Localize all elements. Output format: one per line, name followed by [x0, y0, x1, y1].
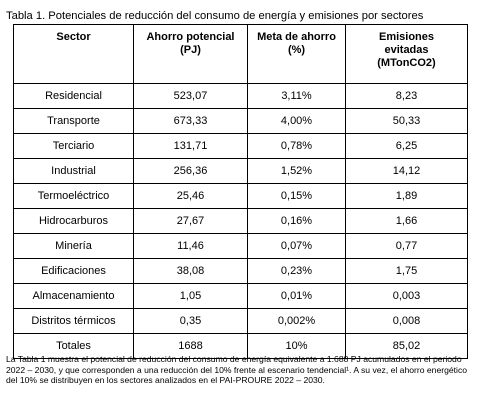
table-cell: 0,23% — [247, 258, 346, 284]
table-cell: 38,08 — [133, 258, 248, 284]
table-cell: 1688 — [133, 333, 248, 359]
header-row: Sector Ahorro potencial (PJ) Meta de aho… — [13, 24, 468, 84]
table-cell: Hidrocarburos — [13, 208, 134, 234]
table-cell: 25,46 — [133, 183, 248, 209]
table-cell: 1,66 — [345, 208, 468, 234]
table-row: Totales 1688 10% 85,02 — [13, 333, 468, 359]
table-cell: 0,78% — [247, 133, 346, 159]
table-cell: 3,11% — [247, 83, 346, 109]
table-cell: 1,75 — [345, 258, 468, 284]
header-text: Meta de ahorro (%) — [257, 31, 336, 56]
table-cell: 1,52% — [247, 158, 346, 184]
table-row: Minería 11,46 0,07% 0,77 — [13, 233, 468, 259]
table-cell: Totales — [13, 333, 134, 359]
table-row: Hidrocarburos 27,67 0,16% 1,66 — [13, 208, 468, 234]
table-cell: 256,36 — [133, 158, 248, 184]
header-cell: Sector — [13, 24, 134, 84]
header-cell: Emisiones evitadas (MTonCO2) — [345, 24, 468, 84]
table-cell: 27,67 — [133, 208, 248, 234]
table-row: Transporte 673,33 4,00% 50,33 — [13, 108, 468, 134]
table-cell: 8,23 — [345, 83, 468, 109]
table-cell: Transporte — [13, 108, 134, 134]
table-cell: 0,002% — [247, 308, 346, 334]
table-row: Edificaciones 38,08 0,23% 1,75 — [13, 258, 468, 284]
header-text: Emisiones evitadas (MTonCO2) — [377, 31, 436, 69]
table-cell: Residencial — [13, 83, 134, 109]
table-cell: 0,01% — [247, 283, 346, 309]
header-cell: Meta de ahorro (%) — [247, 24, 346, 84]
header-cell: Ahorro potencial (PJ) — [133, 24, 248, 84]
table-row: Residencial 523,07 3,11% 8,23 — [13, 83, 468, 109]
table-cell: 11,46 — [133, 233, 248, 259]
table-row: Almacenamiento 1,05 0,01% 0,003 — [13, 283, 468, 309]
table-cell: Distritos térmicos — [13, 308, 134, 334]
table-cell: Termoeléctrico — [13, 183, 134, 209]
table-body: Residencial 523,07 3,11% 8,23 Transporte 673,… — [13, 83, 468, 359]
table-cell: 673,33 — [133, 108, 248, 134]
header-text: Ahorro potencial (PJ) — [146, 31, 235, 56]
table-cell: 131,71 — [133, 133, 248, 159]
table-cell: 0,008 — [345, 308, 468, 334]
table-cell: 14,12 — [345, 158, 468, 184]
table-cell: 50,33 — [345, 108, 468, 134]
table-cell: 0,16% — [247, 208, 346, 234]
table-cell: Minería — [13, 233, 134, 259]
table-cell: Terciario — [13, 133, 134, 159]
table-cell: 6,25 — [345, 133, 468, 159]
table-cell: 4,00% — [247, 108, 346, 134]
table-row: Distritos térmicos 0,35 0,002% 0,008 — [13, 308, 468, 334]
table-cell: Almacenamiento — [13, 283, 134, 309]
table-cell: 0,15% — [247, 183, 346, 209]
table-row: Industrial 256,36 1,52% 14,12 — [13, 158, 468, 184]
table-cell: 0,35 — [133, 308, 248, 334]
table-cell: Edificaciones — [13, 258, 134, 284]
table-cell: 1,89 — [345, 183, 468, 209]
table-row: Termoeléctrico 25,46 0,15% 1,89 — [13, 183, 468, 209]
header-text: Sector — [56, 31, 91, 43]
table-cell: Industrial — [13, 158, 134, 184]
table-cell: 85,02 — [345, 333, 468, 359]
table-cell: 0,07% — [247, 233, 346, 259]
table-cell: 0,003 — [345, 283, 468, 309]
paragraph: La Tabla 1 muestra el potencial de reduc… — [6, 354, 468, 386]
table-cell: 1,05 — [133, 283, 248, 309]
table-row: Terciario 131,71 0,78% 6,25 — [13, 133, 468, 159]
table-cell: 0,77 — [345, 233, 468, 259]
table-title: Tabla 1. Potenciales de reducción del co… — [6, 10, 424, 22]
table-cell: 523,07 — [133, 83, 248, 109]
table: Sector Ahorro potencial (PJ) Meta de aho… — [13, 24, 468, 359]
